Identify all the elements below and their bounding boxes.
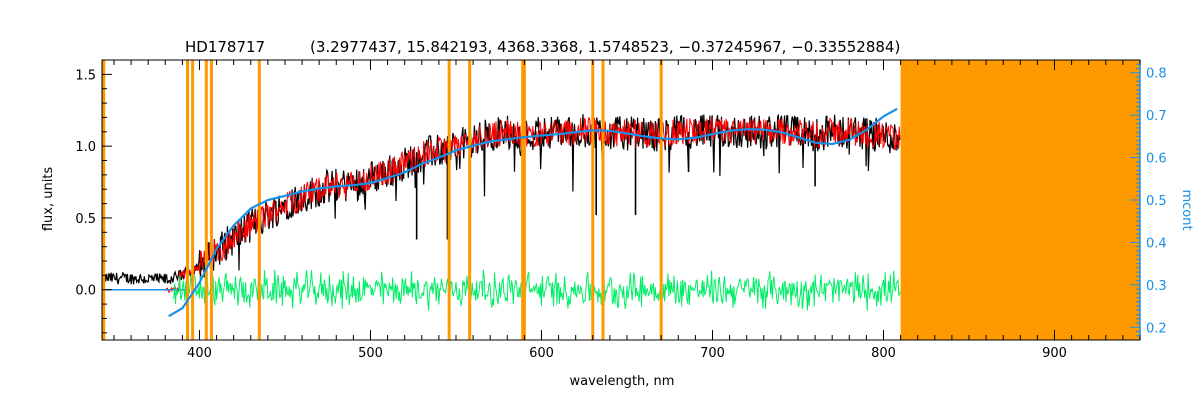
y-axis-label: flux, units: [41, 167, 56, 232]
x-tick-label: 700: [700, 346, 725, 361]
y2-axis-label: mcont: [1179, 189, 1194, 230]
continuum-series-line: [168, 107, 898, 318]
x-tick-label: 600: [529, 346, 554, 361]
y2-tick-label: 0.3: [1146, 279, 1167, 294]
masked-line-band: [522, 60, 526, 340]
y2-ticks-layer: 0.2 0.3 0.4 0.5 0.6 0.7 0.8: [1130, 63, 1167, 336]
masked-line-band: [521, 60, 525, 340]
masked-line-band: [102, 60, 106, 340]
masked-line-band: [447, 60, 451, 340]
masked-line-band: [191, 60, 195, 340]
y2-tick-label: 0.8: [1146, 67, 1167, 82]
y-tick-label: 0.5: [75, 212, 96, 227]
model-series-line: [165, 116, 901, 294]
y2-tick-label: 0.5: [1146, 194, 1167, 209]
y-tick-label: 0.0: [75, 284, 96, 299]
masked-line-band: [591, 60, 595, 340]
chart-title-star: HD178717: [185, 38, 265, 56]
y2-tick-label: 0.2: [1146, 321, 1167, 336]
masked-region-band: [900, 60, 1140, 340]
masked-line-band: [601, 60, 605, 340]
x-tick-label: 800: [871, 346, 896, 361]
residual-series-line: [173, 269, 901, 311]
y-tick-label: 1.0: [75, 140, 96, 155]
masked-line-band: [257, 60, 261, 340]
masked-line-band: [468, 60, 472, 340]
masked-regions-layer: [102, 60, 1140, 340]
masked-line-band: [659, 60, 663, 340]
x-tick-label: 400: [187, 346, 212, 361]
residual-layer: [173, 269, 901, 311]
continuum-layer: [168, 107, 898, 318]
y-tick-label: 1.5: [75, 68, 96, 83]
x-tick-label: 500: [358, 346, 383, 361]
y2-tick-label: 0.6: [1146, 152, 1167, 167]
x-tick-label: 900: [1042, 346, 1067, 361]
y2-tick-label: 0.4: [1146, 236, 1167, 251]
y2-tick-label: 0.7: [1146, 109, 1167, 124]
masked-line-band: [186, 60, 190, 340]
x-axis-label: wavelength, nm: [570, 374, 675, 389]
y-ticks-layer: 0.0 0.5 1.0 1.5: [75, 68, 112, 334]
chart-title-params: (3.2977437, 15.842193, 4368.3368, 1.5748…: [310, 38, 900, 56]
masked-line-band: [209, 60, 213, 340]
masked-line-band: [204, 60, 208, 340]
model-spectrum-layer: [102, 116, 901, 294]
